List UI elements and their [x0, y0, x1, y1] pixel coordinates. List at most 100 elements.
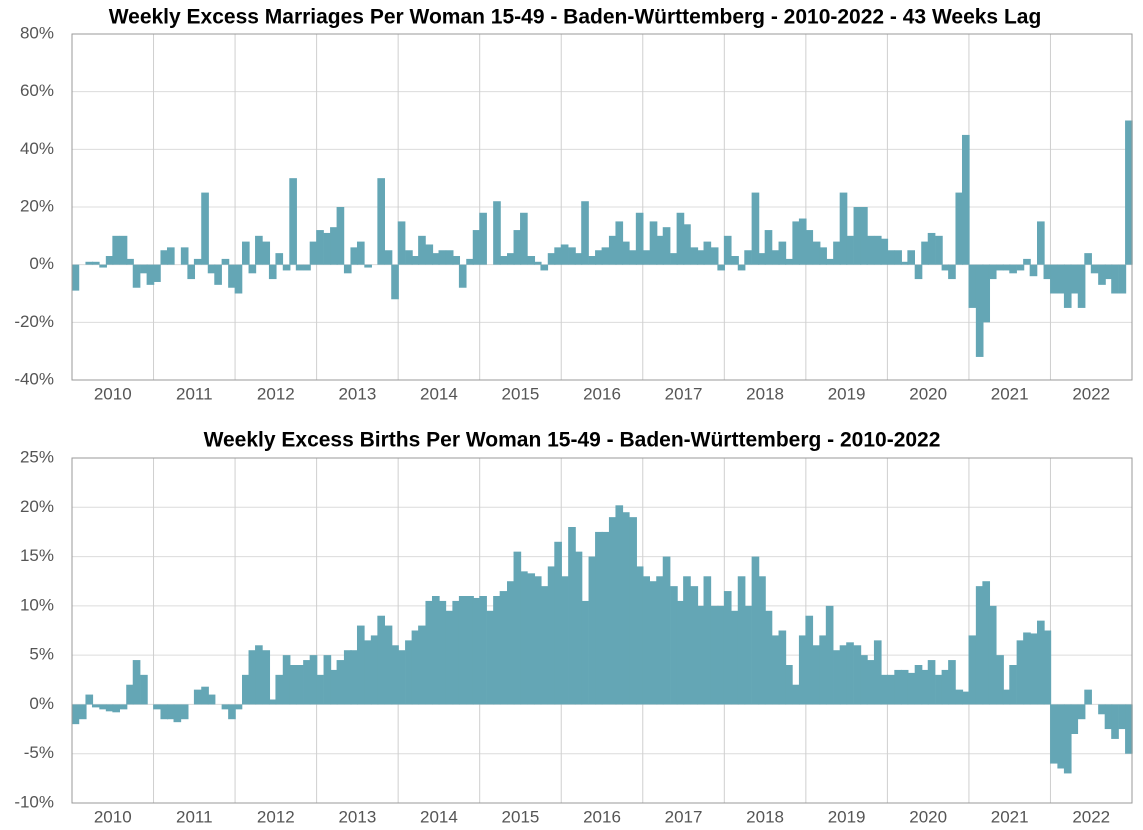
y-tick-label: 0%: [29, 254, 54, 273]
bar: [85, 261, 94, 265]
bar: [166, 704, 175, 720]
bar: [1023, 632, 1031, 705]
bar: [336, 207, 345, 265]
bar: [1037, 221, 1045, 265]
bar: [819, 247, 827, 265]
bar: [547, 566, 556, 705]
bar: [405, 250, 413, 265]
bar: [751, 192, 760, 265]
bar: [629, 517, 637, 705]
bar: [825, 258, 834, 265]
bar: [996, 264, 1004, 271]
bar: [1057, 264, 1066, 294]
bar: [846, 235, 854, 265]
bar: [201, 192, 209, 265]
bar: [445, 610, 454, 705]
bar: [132, 264, 141, 288]
bar: [621, 512, 630, 705]
bar: [132, 660, 141, 705]
bar: [255, 235, 263, 265]
bar: [1118, 704, 1127, 730]
bar: [1050, 704, 1058, 764]
bar: [941, 264, 950, 271]
bar: [1098, 704, 1106, 715]
plot-frame: [71, 457, 1133, 804]
y-tick-label: 80%: [20, 23, 54, 42]
bar: [1125, 120, 1133, 265]
bar: [988, 264, 997, 280]
bar: [323, 655, 332, 705]
bar: [805, 230, 814, 265]
bar: [255, 645, 263, 705]
bar: [472, 597, 481, 705]
bar: [248, 650, 257, 705]
bar: [527, 256, 536, 265]
bar: [696, 605, 705, 705]
bar: [493, 201, 501, 265]
bar: [595, 531, 603, 705]
x-tick-label: 2021: [991, 384, 1029, 403]
bar: [289, 178, 297, 265]
bar: [1002, 264, 1011, 271]
bar: [961, 134, 970, 265]
bar: [356, 241, 365, 265]
x-tick-label: 2013: [338, 384, 376, 403]
bar: [71, 704, 80, 725]
bar: [785, 665, 793, 705]
bar: [1037, 620, 1045, 705]
bar: [744, 605, 752, 705]
bar: [601, 247, 610, 265]
bar: [621, 241, 630, 265]
bar: [533, 261, 542, 265]
bar: [588, 256, 597, 265]
bar: [323, 232, 332, 265]
bar: [860, 655, 868, 705]
bar: [833, 241, 841, 265]
bar: [507, 253, 515, 265]
y-tick-label: 0%: [29, 694, 54, 713]
bar: [85, 694, 94, 705]
bar: [126, 258, 134, 265]
bar: [452, 600, 461, 705]
bar: [873, 640, 882, 705]
bar: [968, 635, 977, 705]
bar: [180, 247, 189, 265]
bar: [812, 645, 821, 705]
bar: [805, 615, 814, 705]
bar: [493, 596, 501, 705]
bar: [961, 691, 970, 705]
bar: [207, 264, 216, 274]
bar: [690, 247, 699, 265]
bar: [1057, 704, 1066, 769]
bar: [228, 264, 236, 288]
bar: [982, 581, 991, 705]
bar: [568, 247, 576, 265]
x-tick-label: 2011: [176, 807, 213, 826]
bar: [391, 264, 399, 300]
x-tick-label: 2016: [583, 807, 621, 826]
bar: [825, 605, 834, 705]
bar: [886, 250, 895, 265]
bar: [282, 264, 291, 271]
bar: [330, 227, 338, 265]
x-tick-label: 2022: [1072, 807, 1110, 826]
bar: [662, 227, 671, 265]
bar: [303, 264, 311, 271]
bar: [418, 235, 426, 265]
bar: [914, 264, 923, 280]
bar: [153, 264, 161, 282]
bar: [316, 230, 324, 265]
bar: [907, 250, 915, 265]
bar: [425, 244, 434, 265]
bar: [656, 576, 664, 705]
bar: [1043, 264, 1052, 280]
bar: [1104, 264, 1113, 280]
bar: [839, 645, 848, 705]
y-tick-label: -40%: [14, 369, 54, 388]
bar: [568, 527, 576, 705]
bar: [438, 250, 447, 265]
bar: [955, 192, 964, 265]
bar: [921, 241, 929, 265]
bar: [431, 253, 440, 265]
